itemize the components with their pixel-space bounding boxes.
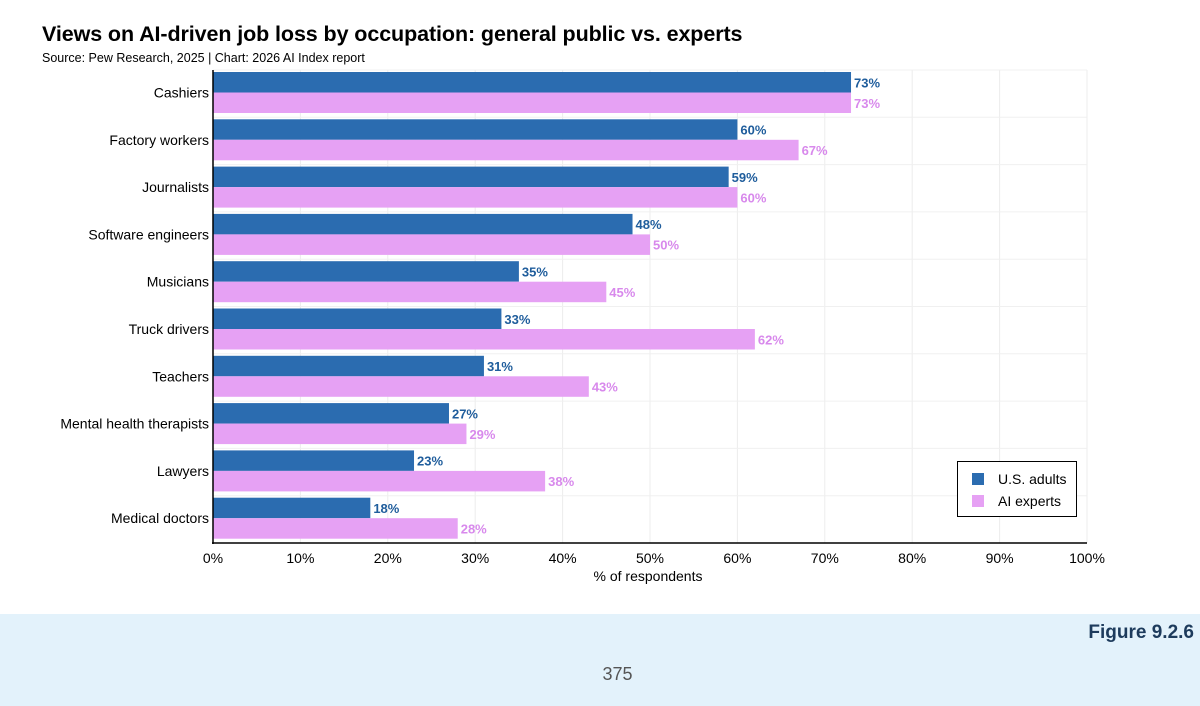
data-label-ai-experts-musicians: 45% bbox=[609, 285, 635, 300]
bar-u-s-adults-teachers bbox=[213, 355, 484, 377]
category-label-musicians: Musicians bbox=[147, 274, 209, 290]
bar-ai-experts-mental-health-therapists bbox=[213, 423, 467, 445]
bar-ai-experts-factory-workers bbox=[213, 139, 799, 161]
category-label-journalists: Journalists bbox=[142, 179, 209, 195]
data-label-u-s-adults-teachers: 31% bbox=[487, 359, 513, 374]
data-label-u-s-adults-medical-doctors: 18% bbox=[373, 501, 399, 516]
x-tick-label-30: 30% bbox=[461, 550, 489, 566]
data-label-u-s-adults-musicians: 35% bbox=[522, 264, 548, 279]
x-tick-label-40: 40% bbox=[549, 550, 577, 566]
x-tick-label-80: 80% bbox=[898, 550, 926, 566]
x-tick-label-50: 50% bbox=[636, 550, 664, 566]
data-label-ai-experts-truck-drivers: 62% bbox=[758, 332, 784, 347]
bar-ai-experts-lawyers bbox=[213, 470, 546, 492]
data-label-u-s-adults-factory-workers: 60% bbox=[740, 123, 766, 138]
data-label-ai-experts-factory-workers: 67% bbox=[802, 143, 828, 158]
bar-chart: 73% 73% Cashiers 60% 67% Factory workers 59% 60… bbox=[60, 69, 1105, 584]
category-label-medical-doctors: Medical doctors bbox=[111, 510, 209, 526]
data-label-u-s-adults-lawyers: 23% bbox=[417, 454, 443, 469]
chart-title: Views on AI-driven job loss by occupatio… bbox=[42, 22, 743, 46]
data-label-u-s-adults-mental-health-therapists: 27% bbox=[452, 406, 478, 421]
chart-legend: U.S. adults AI experts bbox=[957, 461, 1077, 517]
page-footer: Figure 9.2.6 375 bbox=[0, 614, 1200, 706]
data-label-u-s-adults-software-engineers: 48% bbox=[636, 217, 662, 232]
chart-subtitle: Source: Pew Research, 2025 | Chart: 2026… bbox=[42, 51, 365, 65]
bar-ai-experts-teachers bbox=[213, 376, 589, 397]
category-label-lawyers: Lawyers bbox=[157, 463, 209, 479]
legend-item-ai-experts: AI experts bbox=[972, 490, 1076, 512]
x-tick-label-60: 60% bbox=[723, 550, 751, 566]
x-tick-label-90: 90% bbox=[986, 550, 1014, 566]
bar-ai-experts-medical-doctors bbox=[213, 518, 458, 539]
data-label-ai-experts-journalists: 60% bbox=[740, 190, 766, 205]
bar-u-s-adults-software-engineers bbox=[213, 213, 633, 235]
bar-u-s-adults-musicians bbox=[213, 261, 519, 282]
x-tick-label-10: 10% bbox=[286, 550, 314, 566]
category-label-truck-drivers: Truck drivers bbox=[129, 321, 209, 337]
x-tick-label-70: 70% bbox=[811, 550, 839, 566]
category-label-cashiers: Cashiers bbox=[154, 85, 209, 101]
x-axis-title: % of respondents bbox=[594, 568, 703, 584]
data-label-u-s-adults-truck-drivers: 33% bbox=[504, 312, 530, 327]
bar-u-s-adults-cashiers bbox=[213, 72, 852, 93]
legend-item-us-adults: U.S. adults bbox=[972, 468, 1076, 490]
figure-label: Figure 9.2.6 bbox=[1088, 622, 1194, 643]
x-tick-label-100: 100% bbox=[1069, 550, 1105, 566]
x-tick-label-20: 20% bbox=[374, 550, 402, 566]
bar-u-s-adults-mental-health-therapists bbox=[213, 403, 449, 424]
bar-ai-experts-journalists bbox=[213, 187, 738, 208]
data-label-u-s-adults-journalists: 59% bbox=[732, 170, 758, 185]
data-label-ai-experts-cashiers: 73% bbox=[854, 96, 880, 111]
bar-u-s-adults-truck-drivers bbox=[213, 308, 502, 329]
legend-label-ai-experts: AI experts bbox=[998, 493, 1062, 509]
category-label-software-engineers: Software engineers bbox=[88, 226, 209, 242]
category-label-mental-health-therapists: Mental health therapists bbox=[60, 416, 209, 432]
bar-u-s-adults-lawyers bbox=[213, 450, 415, 471]
legend-label-us-adults: U.S. adults bbox=[998, 471, 1067, 487]
data-label-ai-experts-teachers: 43% bbox=[592, 380, 618, 395]
data-label-u-s-adults-cashiers: 73% bbox=[854, 75, 880, 90]
bar-ai-experts-musicians bbox=[213, 281, 607, 303]
bar-u-s-adults-journalists bbox=[213, 166, 729, 188]
bar-ai-experts-truck-drivers bbox=[213, 329, 755, 350]
bar-ai-experts-software-engineers bbox=[213, 234, 650, 255]
bar-u-s-adults-factory-workers bbox=[213, 119, 738, 140]
data-label-ai-experts-software-engineers: 50% bbox=[653, 238, 679, 253]
page-number: 375 bbox=[602, 664, 633, 684]
x-tick-label-0: 0% bbox=[203, 550, 223, 566]
data-label-ai-experts-medical-doctors: 28% bbox=[461, 521, 487, 536]
legend-swatch-us-adults bbox=[972, 473, 984, 485]
data-label-ai-experts-mental-health-therapists: 29% bbox=[469, 427, 495, 442]
bar-u-s-adults-medical-doctors bbox=[213, 497, 371, 519]
bar-ai-experts-cashiers bbox=[213, 92, 852, 113]
category-label-teachers: Teachers bbox=[152, 368, 209, 384]
data-label-ai-experts-lawyers: 38% bbox=[548, 474, 574, 489]
legend-swatch-ai-experts bbox=[972, 495, 984, 507]
category-label-factory-workers: Factory workers bbox=[109, 132, 209, 148]
